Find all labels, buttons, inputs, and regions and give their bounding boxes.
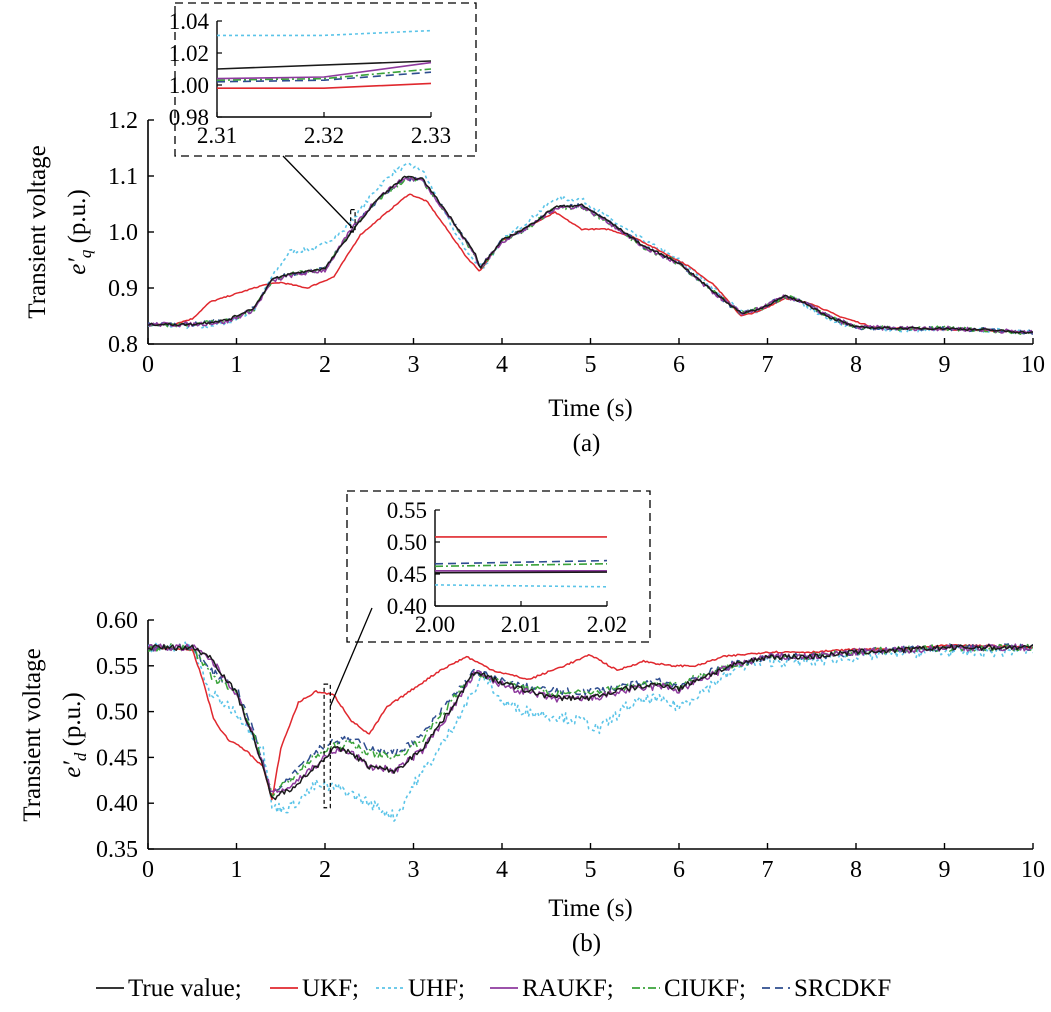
x-tick-label: 10	[1021, 352, 1045, 378]
legend: True value; UKF; UHF; RAUKF; CIUKF; SRCDKF	[96, 975, 891, 1002]
inset-x-tick-label: 2.01	[501, 612, 541, 637]
inset-series-line-true	[434, 571, 608, 574]
x-tick-label: 7	[762, 857, 774, 883]
inset-series-line-ciukf	[434, 563, 608, 568]
legend-label-ciukf: CIUKF;	[664, 975, 746, 1002]
x-tick-label: 8	[850, 352, 862, 378]
x-tick-label: 2	[319, 352, 331, 378]
inset-series-line-ciukf	[216, 68, 432, 81]
inset-y-tick-label: 0.50	[387, 530, 427, 555]
zoom-box	[350, 209, 356, 233]
series-line-ciukf	[148, 643, 1033, 798]
inset-series-line-raukf	[216, 61, 432, 80]
y-tick-label: 1.0	[108, 220, 138, 246]
y-axis-symbol-subscript: d	[71, 752, 90, 761]
inset-y-tick-label: 0.45	[387, 562, 427, 587]
series-line-srcdkf	[148, 176, 1033, 335]
x-tick-label: 7	[762, 352, 774, 378]
panel-label: (b)	[572, 930, 601, 957]
y-tick-label: 0.40	[96, 791, 138, 817]
x-tick-label: 8	[850, 857, 862, 883]
y-tick-label: 0.8	[108, 332, 138, 358]
inset-x-tick-label: 2.32	[304, 123, 344, 148]
zoom-box	[323, 683, 331, 809]
y-tick-label: 0.9	[108, 276, 138, 302]
x-tick-label: 5	[585, 857, 597, 883]
y-axis-unit: (p.u.)	[64, 189, 91, 249]
inset-y-tick-label: 1.02	[169, 41, 209, 66]
legend-label-srcdkf: SRCDKF	[794, 975, 891, 1002]
y-tick-label: 1.1	[108, 164, 138, 190]
y-tick-label: 0.45	[96, 745, 138, 771]
legend-label-ukf: UKF;	[302, 975, 359, 1002]
x-tick-label: 9	[939, 352, 951, 378]
x-axis-title: Time (s)	[548, 395, 633, 422]
y-tick-label: 0.60	[96, 608, 138, 634]
y-axis-symbol-main: e′	[59, 761, 86, 778]
y-tick-label: 0.35	[96, 837, 138, 863]
y-tick-label: 0.50	[96, 700, 138, 726]
series-line-true	[148, 175, 1033, 335]
series-line-ciukf	[148, 177, 1033, 335]
x-tick-label: 6	[673, 352, 685, 378]
series-line-uhf	[148, 641, 1033, 822]
x-tick-label: 10	[1021, 857, 1045, 883]
x-tick-label: 3	[408, 857, 420, 883]
x-tick-label: 2	[319, 857, 331, 883]
inset-series-line-uhf	[434, 584, 608, 588]
y-axis-symbol: e′q (p.u.)	[64, 189, 95, 274]
series-line-srcdkf	[148, 643, 1033, 793]
inset-series-line-true	[216, 60, 432, 70]
series-line-raukf	[148, 643, 1033, 794]
y-axis-symbol-main: e′	[64, 258, 91, 275]
y-axis-symbol-subscript: q	[76, 249, 95, 258]
inset-series-line-ukf	[217, 82, 432, 89]
x-tick-label: 5	[585, 352, 597, 378]
x-tick-label: 6	[673, 857, 685, 883]
x-tick-label: 4	[496, 857, 508, 883]
inset-y-tick-label: 0.55	[387, 498, 427, 523]
inset-y-tick-label: 0.40	[387, 594, 427, 619]
series-group	[148, 641, 1033, 822]
inset-x-tick-label: 2.00	[415, 612, 455, 637]
x-tick-label: 9	[939, 857, 951, 883]
series-line-true	[148, 644, 1033, 801]
y-axis-unit: (p.u.)	[59, 692, 86, 752]
inset-frame	[346, 490, 651, 643]
y-axis-symbol: e′d (p.u.)	[59, 692, 90, 777]
inset-frame	[174, 2, 477, 157]
y-axis-title: Transient voltage	[19, 648, 46, 821]
legend-label-uhf: UHF;	[408, 975, 465, 1002]
x-tick-label: 1	[231, 352, 243, 378]
zoom-connector	[329, 607, 373, 707]
x-tick-label: 0	[142, 857, 154, 883]
inset-x-tick-label: 2.02	[587, 612, 627, 637]
series-line-uhf	[148, 162, 1033, 334]
x-axis-title: Time (s)	[548, 895, 633, 922]
series-group	[148, 162, 1033, 335]
x-tick-label: 4	[496, 352, 508, 378]
series-line-raukf	[148, 176, 1033, 334]
y-tick-label: 1.2	[108, 108, 138, 134]
panel-b: 0 1 2 3 4 5 6 7 8 9 10 0.35 0.40 0.45 0.50 0.55 0.60 Time…	[19, 490, 1045, 957]
legend-label-raukf: RAUKF;	[522, 975, 614, 1002]
inset-y-tick-label: 1.04	[169, 9, 210, 34]
inset-y-tick-label: 1.00	[169, 73, 209, 98]
inset-y-tick-label: 0.98	[169, 105, 209, 130]
inset-series-line-srcdkf	[216, 71, 432, 83]
inset-series-line-srcdkf	[434, 559, 608, 565]
y-tick-label: 0.55	[96, 654, 138, 680]
x-tick-label: 3	[408, 352, 420, 378]
series-line-ukf	[148, 643, 1033, 801]
inset-x-tick-label: 2.33	[411, 123, 451, 148]
x-tick-label: 1	[231, 857, 243, 883]
panel-label: (a)	[573, 430, 601, 457]
inset-x-tick-label: 2.31	[197, 123, 237, 148]
panel-a: 0 1 2 3 4 5 6 7 8 9 10 0.8 0.9 1.0 1.1 1.2 Time (s) (a) Tr…	[24, 2, 1045, 457]
x-tick-label: 0	[142, 352, 154, 378]
y-axis-title: Transient voltage	[24, 145, 51, 318]
zoom-connector	[282, 155, 354, 229]
legend-label-true: True value;	[128, 975, 242, 1002]
